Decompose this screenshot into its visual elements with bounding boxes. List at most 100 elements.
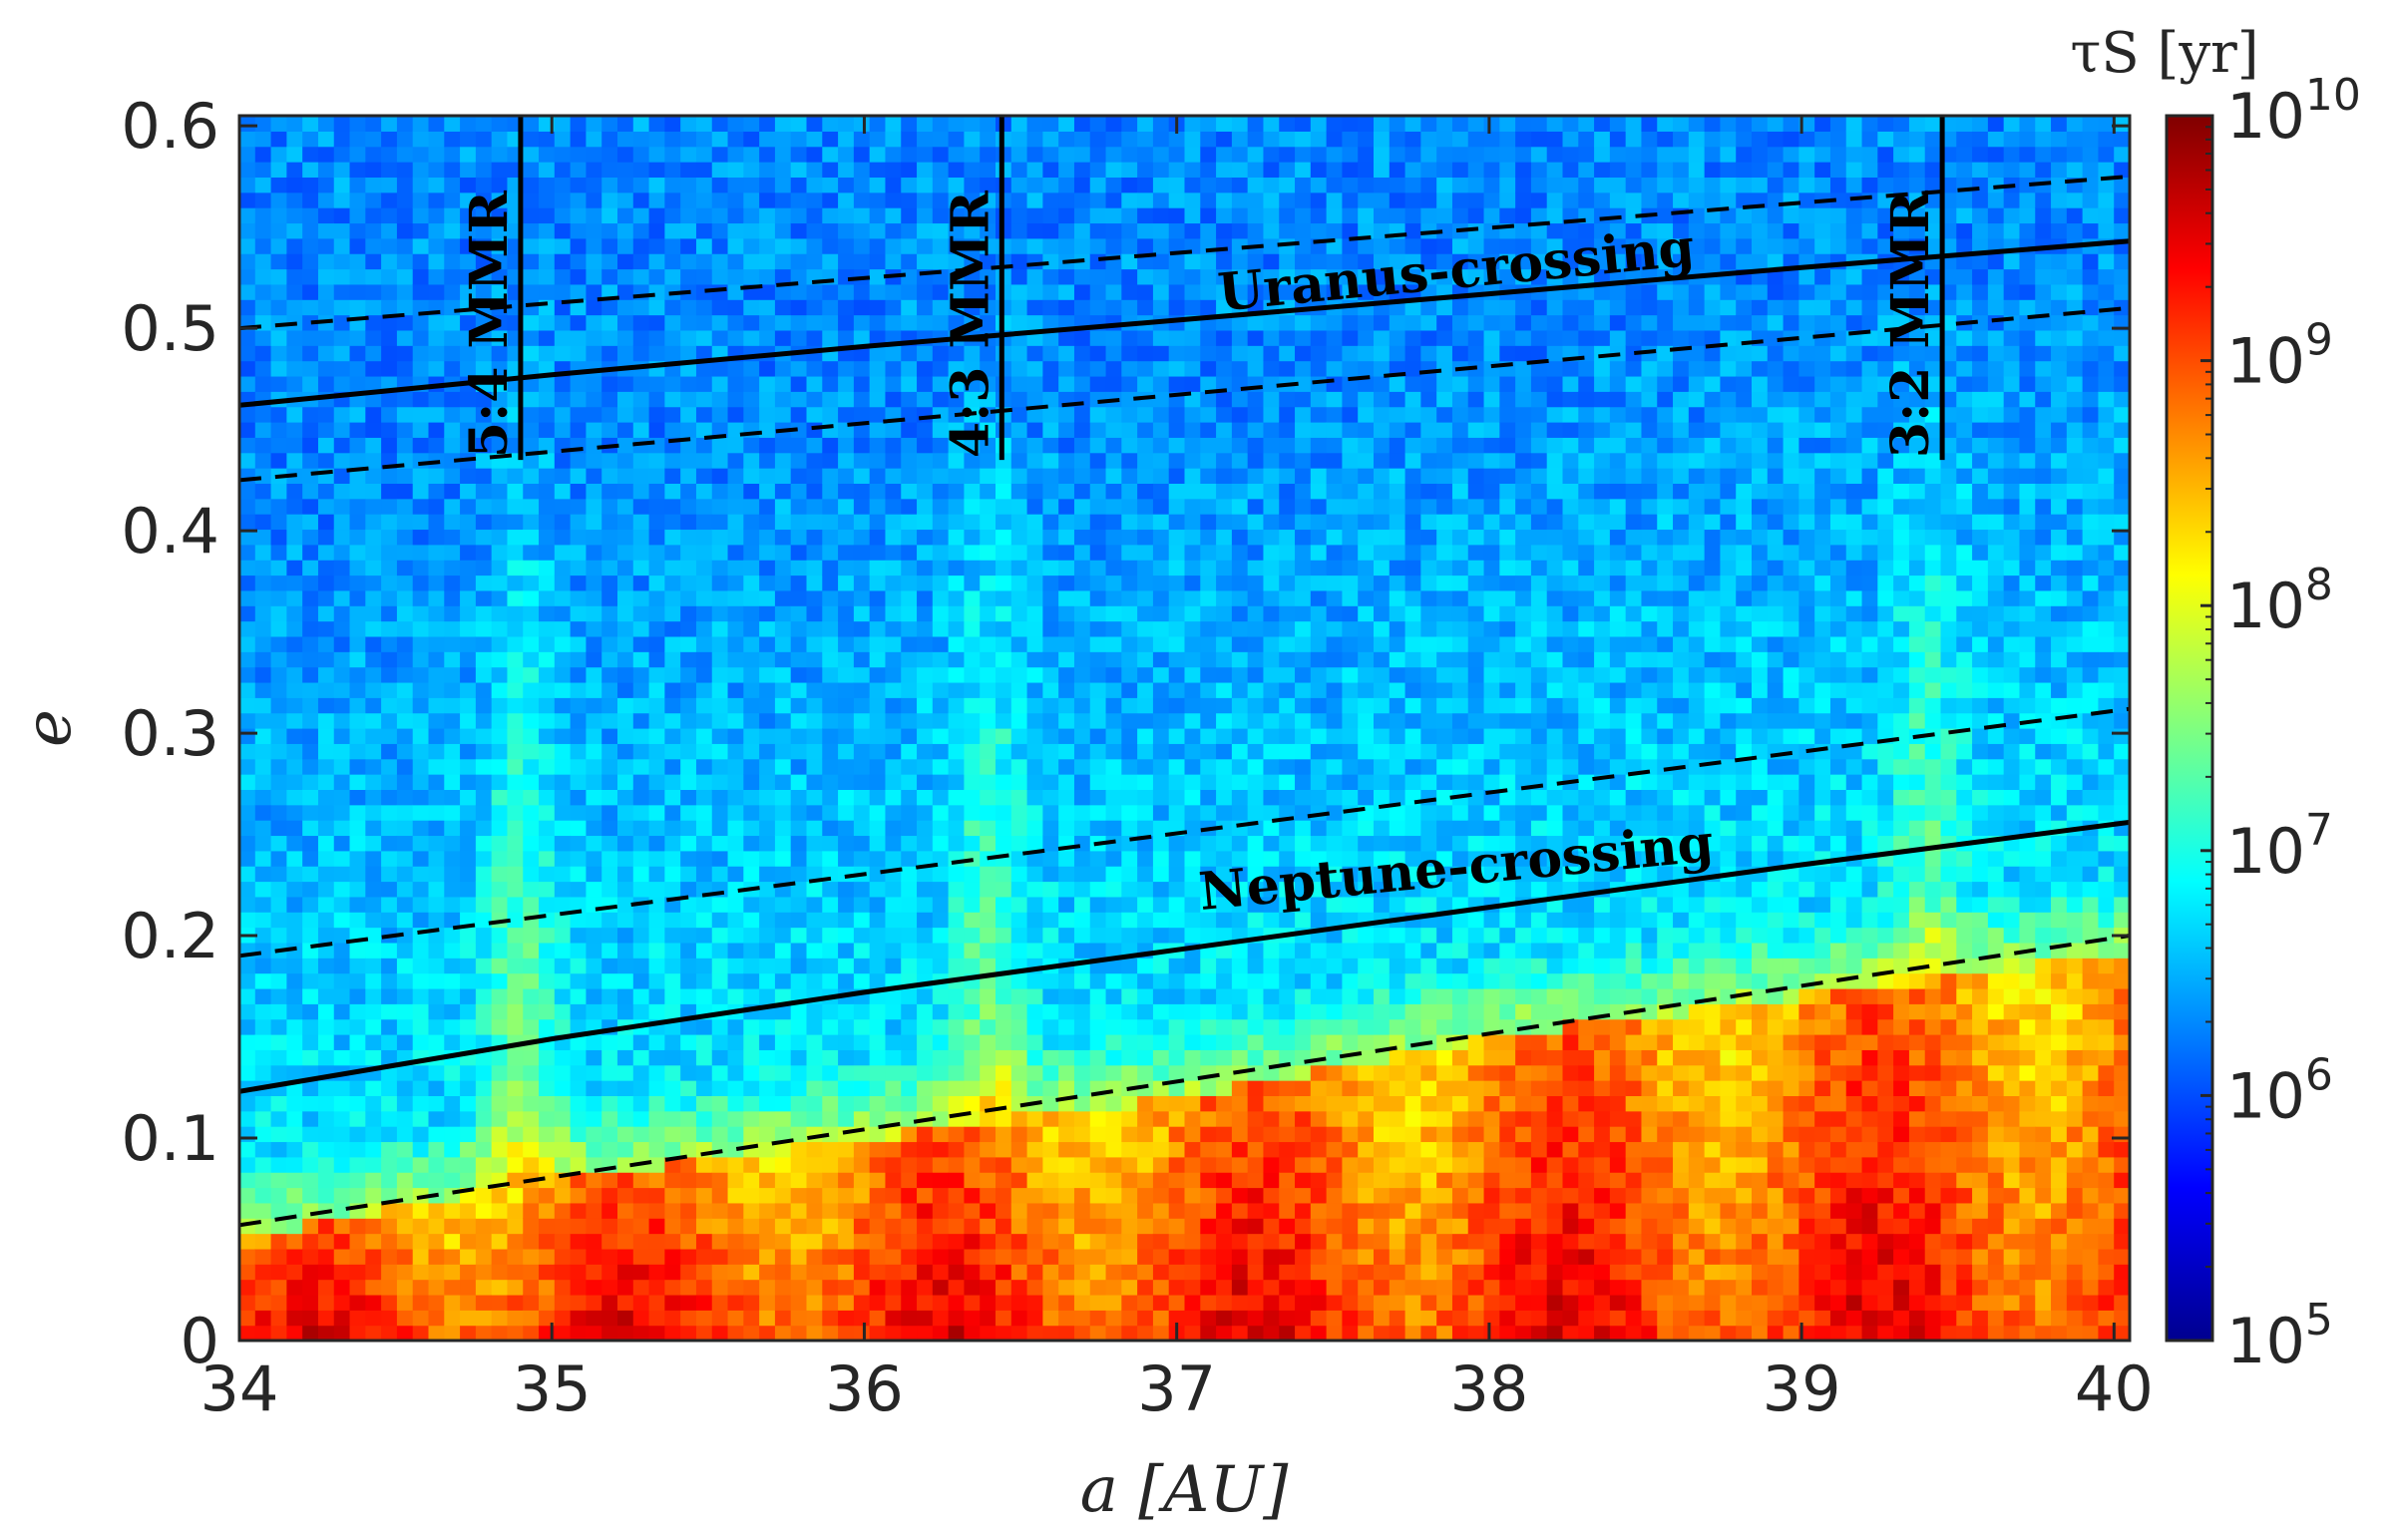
heatmap-cell bbox=[586, 422, 602, 438]
heatmap-cell bbox=[239, 758, 256, 775]
heatmap-cell bbox=[1042, 712, 1059, 729]
heatmap-cell bbox=[980, 514, 997, 531]
heatmap-cell bbox=[601, 881, 618, 898]
heatmap-cell bbox=[444, 162, 461, 178]
heatmap-cell bbox=[239, 1264, 256, 1281]
heatmap-cell bbox=[948, 728, 966, 744]
heatmap-cell bbox=[948, 1034, 966, 1050]
heatmap-cell bbox=[412, 850, 430, 867]
heatmap-cell bbox=[727, 514, 744, 531]
heatmap-cell bbox=[1200, 468, 1217, 484]
heatmap-cell bbox=[1200, 1187, 1217, 1204]
heatmap-cell bbox=[1073, 375, 1091, 392]
heatmap-cell bbox=[1089, 360, 1107, 377]
heatmap-cell bbox=[727, 820, 744, 837]
heatmap-cell bbox=[1010, 1264, 1028, 1281]
heatmap-cell bbox=[1105, 712, 1122, 729]
heatmap-cell bbox=[727, 498, 744, 515]
heatmap-cell bbox=[254, 192, 272, 208]
heatmap-cell bbox=[901, 283, 918, 300]
heatmap-cell bbox=[1216, 1141, 1233, 1158]
heatmap-cell bbox=[1184, 651, 1201, 668]
heatmap-cell bbox=[412, 605, 430, 622]
heatmap-cell bbox=[460, 1248, 477, 1265]
heatmap-cell bbox=[980, 758, 997, 775]
heatmap-cell bbox=[648, 881, 665, 898]
heatmap-cell bbox=[1010, 1248, 1028, 1265]
heatmap-cell bbox=[270, 820, 287, 837]
heatmap-cell bbox=[806, 651, 823, 668]
heatmap-cell bbox=[838, 1264, 855, 1281]
heatmap-cell bbox=[270, 958, 287, 974]
heatmap-cell bbox=[964, 927, 981, 944]
heatmap-cell bbox=[869, 1218, 887, 1235]
heatmap-cell bbox=[1042, 972, 1059, 989]
heatmap-cell bbox=[1089, 651, 1107, 668]
heatmap-cell bbox=[1026, 268, 1043, 285]
heatmap-cell bbox=[1105, 605, 1122, 622]
heatmap-cell bbox=[1152, 1156, 1170, 1173]
heatmap-cell bbox=[774, 789, 792, 806]
heatmap-cell bbox=[1168, 712, 1186, 729]
heatmap-cell bbox=[1184, 697, 1201, 714]
heatmap-cell bbox=[1216, 881, 1233, 898]
heatmap-cell bbox=[586, 116, 602, 132]
heatmap-cell bbox=[711, 666, 729, 683]
heatmap-cell bbox=[491, 560, 509, 577]
heatmap-cell bbox=[349, 514, 366, 531]
heatmap-cell bbox=[727, 452, 744, 469]
heatmap-cell bbox=[302, 406, 319, 423]
heatmap-cell bbox=[996, 635, 1012, 652]
heatmap-cell bbox=[695, 866, 713, 883]
heatmap-cell bbox=[774, 743, 792, 760]
heatmap-cell bbox=[932, 1218, 950, 1235]
heatmap-cell bbox=[1073, 681, 1091, 698]
heatmap-cell bbox=[790, 1310, 808, 1327]
heatmap-cell bbox=[475, 1080, 493, 1096]
heatmap-cell bbox=[632, 131, 650, 148]
heatmap-cell bbox=[932, 927, 950, 944]
heatmap-cell bbox=[412, 681, 430, 698]
heatmap-cell bbox=[239, 237, 256, 254]
heatmap-cell bbox=[507, 850, 524, 867]
heatmap-cell bbox=[885, 1080, 902, 1096]
heatmap-cell bbox=[743, 529, 760, 546]
heatmap-cell bbox=[1168, 1202, 1186, 1219]
heatmap-cell bbox=[648, 329, 665, 346]
heatmap-cell bbox=[727, 1034, 744, 1050]
heatmap-cell bbox=[1137, 774, 1154, 790]
heatmap-cell bbox=[711, 1187, 729, 1204]
heatmap-cell bbox=[948, 958, 966, 974]
heatmap-cell bbox=[727, 712, 744, 729]
heatmap-cell bbox=[822, 360, 839, 377]
heatmap-cell bbox=[333, 896, 351, 913]
heatmap-cell bbox=[980, 1034, 997, 1050]
heatmap-cell bbox=[302, 927, 319, 944]
heatmap-cell bbox=[381, 1264, 398, 1281]
heatmap-cell bbox=[680, 237, 697, 254]
heatmap-cell bbox=[1073, 1126, 1091, 1143]
heatmap-cell bbox=[1152, 283, 1170, 300]
heatmap-cell bbox=[1058, 987, 1075, 1004]
heatmap-cell bbox=[869, 758, 887, 775]
heatmap-cell bbox=[695, 850, 713, 867]
heatmap-cell bbox=[680, 866, 697, 883]
heatmap-cell bbox=[743, 192, 760, 208]
heatmap-cell bbox=[475, 1218, 493, 1235]
heatmap-cell bbox=[822, 1325, 839, 1341]
heatmap-cell bbox=[664, 131, 681, 148]
heatmap-cell bbox=[664, 743, 681, 760]
heatmap-cell bbox=[790, 1187, 808, 1204]
heatmap-cell bbox=[648, 774, 665, 790]
heatmap-cell bbox=[1089, 162, 1107, 178]
heatmap-cell bbox=[790, 927, 808, 944]
heatmap-cell bbox=[869, 314, 887, 331]
heatmap-cell bbox=[853, 1095, 871, 1112]
heatmap-cell bbox=[1121, 283, 1138, 300]
heatmap-cell bbox=[1058, 131, 1075, 148]
heatmap-cell bbox=[444, 422, 461, 438]
heatmap-cell bbox=[1121, 958, 1138, 974]
heatmap-cell bbox=[838, 468, 855, 484]
heatmap-cell bbox=[664, 406, 681, 423]
heatmap-cell bbox=[885, 789, 902, 806]
